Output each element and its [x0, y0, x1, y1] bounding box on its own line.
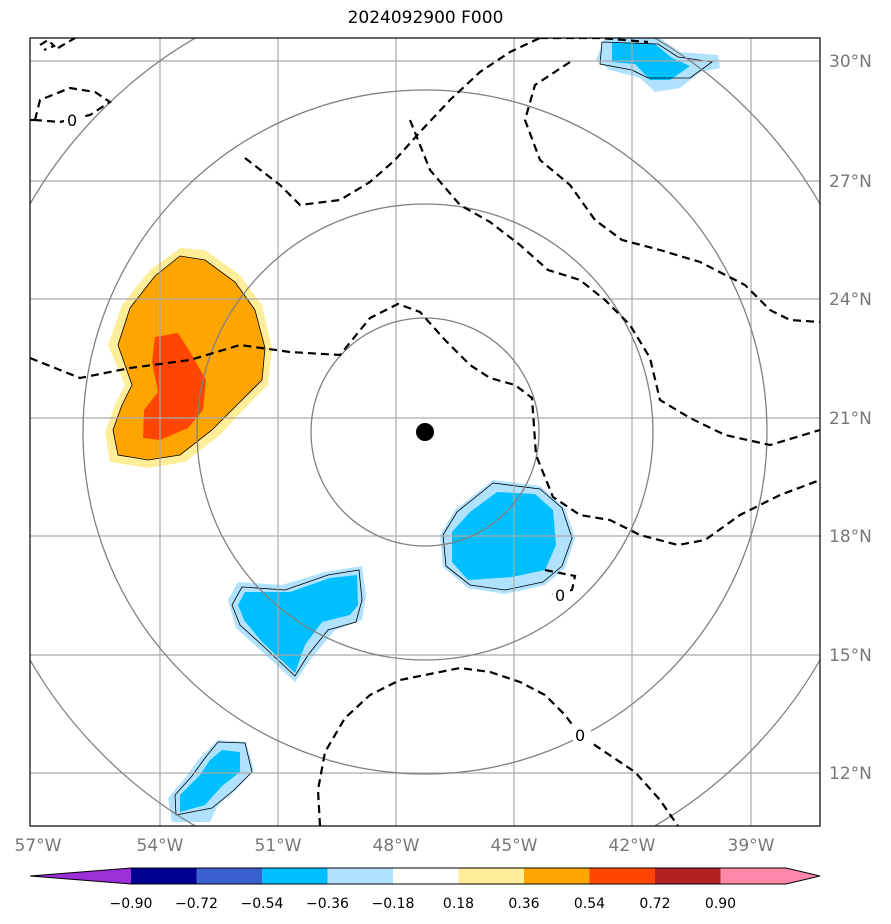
colorbar-label-7: 0.36	[508, 896, 539, 912]
colorbar: −0.90 −0.72 −0.54 −0.36 −0.18 0.18 0.36 …	[29, 867, 821, 912]
colorbar-bin-7	[524, 868, 590, 884]
colorbar-label-5: −0.18	[372, 896, 415, 912]
longitude-labels: 57°W 54°W 51°W 48°W 45°W 42°W 39°W	[15, 836, 775, 856]
map-frame	[29, 37, 821, 827]
lon-label-57w: 57°W	[15, 836, 62, 856]
negative-anomaly-northeast	[596, 38, 720, 92]
negative-anomaly-southwest	[228, 566, 366, 682]
colorbar-bin-1	[131, 868, 197, 884]
lon-label-54w: 54°W	[137, 836, 184, 856]
lat-label-30n: 30°N	[829, 52, 872, 72]
lon-label-51w: 51°W	[255, 836, 302, 856]
colorbar-bin-9	[655, 868, 721, 884]
colorbar-bin-6	[458, 868, 524, 884]
colorbar-label-2: −0.72	[175, 896, 218, 912]
colorbar-label-3: −0.54	[241, 896, 284, 912]
lon-label-39w: 39°W	[728, 836, 775, 856]
colorbar-label-9: 0.72	[639, 896, 670, 912]
colorbar-bin-3	[262, 868, 328, 884]
range-rings	[30, 38, 820, 826]
contour-label-0-west: 0	[67, 111, 77, 130]
latitude-labels: 30°N 27°N 24°N 21°N 18°N 15°N 12°N	[829, 52, 872, 784]
colorbar-bin-10	[720, 868, 786, 884]
lon-label-45w: 45°W	[491, 836, 538, 856]
lon-label-42w: 42°W	[609, 836, 656, 856]
lat-label-12n: 12°N	[829, 764, 872, 784]
colorbar-bin-4	[327, 868, 393, 884]
colorbar-outline	[29, 867, 821, 885]
map-title: 2024092900 F000	[347, 8, 504, 28]
colorbar-label-4: −0.36	[306, 896, 349, 912]
positive-anomaly-west	[105, 248, 272, 468]
colorbar-bin-5	[393, 868, 459, 884]
colorbar-extend-high	[786, 868, 820, 884]
colorbar-label-1: −0.90	[110, 896, 153, 912]
lat-label-24n: 24°N	[829, 290, 872, 310]
contour-label-0-south: 0	[575, 726, 585, 745]
colorbar-label-6: 0.18	[443, 896, 474, 912]
lat-label-27n: 27°N	[829, 172, 872, 192]
lat-label-21n: 21°N	[829, 409, 872, 429]
lat-lon-grid	[30, 38, 820, 826]
lat-label-15n: 15°N	[829, 646, 872, 666]
colorbar-extend-low	[30, 868, 131, 884]
storm-center-marker	[416, 423, 434, 441]
lon-label-48w: 48°W	[373, 836, 420, 856]
colorbar-label-8: 0.54	[574, 896, 605, 912]
negative-anomaly-far-southwest	[168, 740, 254, 822]
colorbar-bin-2	[196, 868, 262, 884]
colorbar-label-10: 0.90	[705, 896, 736, 912]
contour-label-0-center: 0	[555, 586, 565, 605]
lat-label-18n: 18°N	[829, 527, 872, 547]
colorbar-bin-8	[589, 868, 655, 884]
